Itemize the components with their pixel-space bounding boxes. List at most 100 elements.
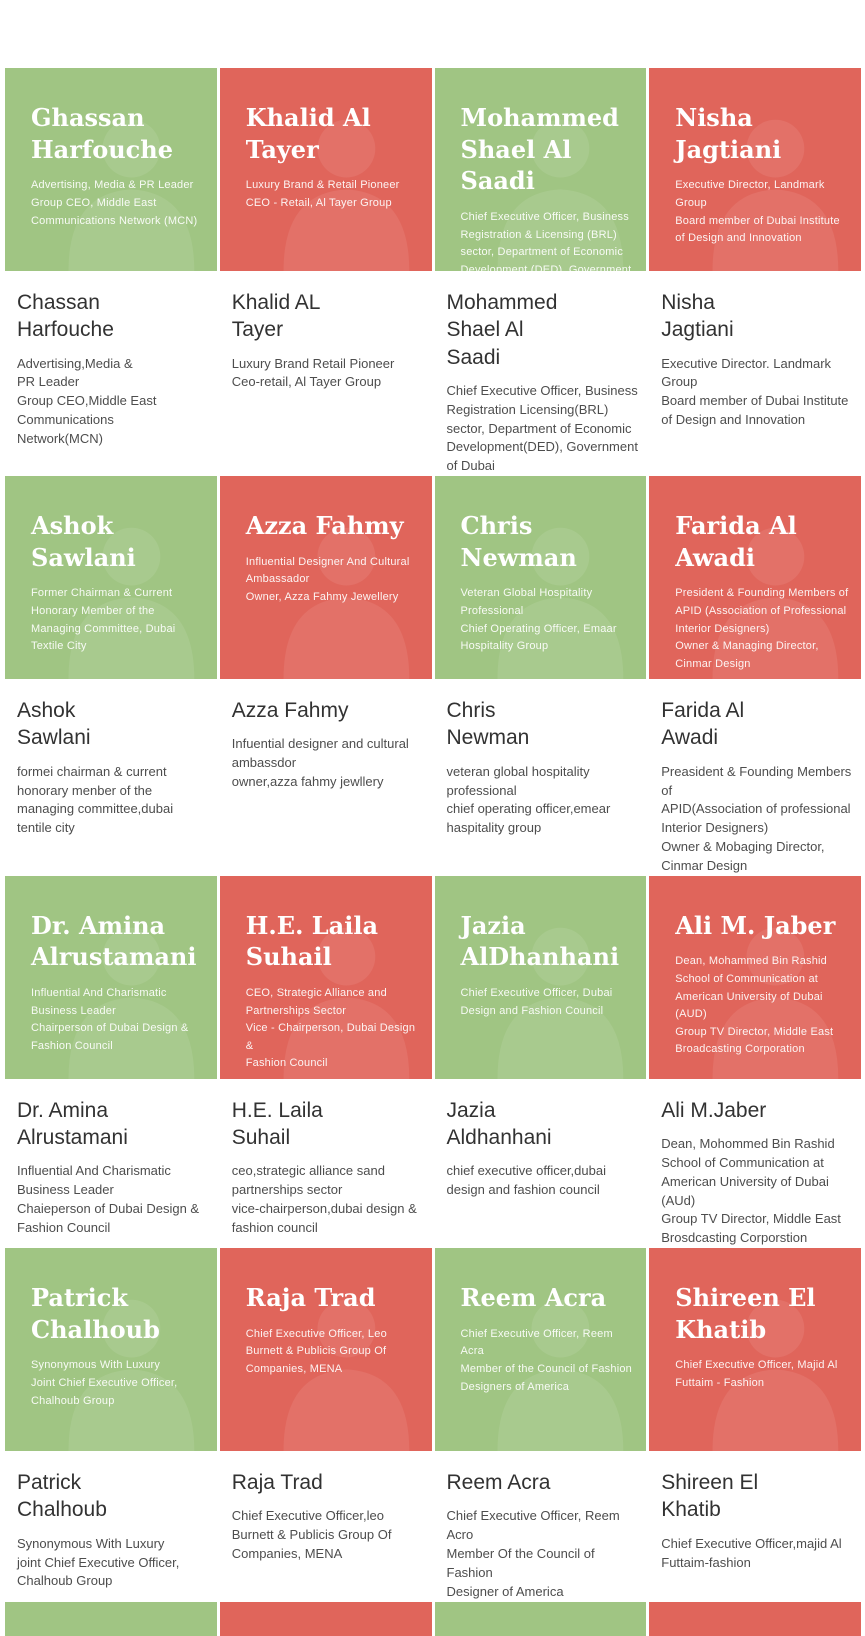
caption-name: Azza Fahmy [231,699,349,723]
profile-card-partial-2[interactable] [219,1601,432,1636]
caption-ghassan-harfouche: Chassan Harfouche Advertising,Media & PR… [5,271,217,476]
profile-card-partial-1[interactable] [5,1601,217,1636]
card-name: Farida Al Awadi [675,511,797,572]
caption-name: Chris Newman [446,699,530,750]
caption-nisha-jagtiani: Nisha Jagtiani Executive Director. Landm… [649,271,861,476]
profile-card-he-laila-suhail[interactable]: H.E. Laila Suhail CEO, Strategic Allianc… [219,875,432,1079]
profile-card-azza-fahmy[interactable]: Azza Fahmy Influential Designer And Cult… [219,476,432,680]
caption-description: chief executive officer,dubai design and… [446,1163,606,1198]
card-name: H.E. Laila Suhail [245,910,378,972]
card-role: CEO, Strategic Alliance and Partnerships… [245,987,416,1070]
profile-card-reem-acra[interactable]: Reem Acra Chief Executive Officer, Reem … [434,1248,647,1452]
caption-chris-newman: Chris Newman veteran global hospitality … [435,679,647,876]
card-role: Veteran Global Hospitality Professional … [460,587,617,653]
caption-dr-amina-alrustamani: Dr. Amina Alrustamani Influential And Ch… [5,1079,217,1248]
card-name: Chris Newman [460,511,577,572]
card-name: Ghassan Harfouche [31,103,173,164]
card-role: Dean, Mohammed Bin Rashid School of Comm… [675,955,834,1056]
profile-card-ashok-sawlani[interactable]: Ashok Sawlani Former Chairman & Current … [5,476,217,680]
card-role: Chief Executive Officer, Business Regist… [460,211,632,271]
caption-row-3: Dr. Amina Alrustamani Influential And Ch… [0,1079,865,1248]
card-name: Shireen El Khatib [675,1283,816,1344]
caption-name: Farida Al Awadi [661,699,745,750]
caption-name: Nisha Jagtiani [661,291,734,342]
profile-card-dr-amina-alrustamani[interactable]: Dr. Amina Alrustamani Influential And Ch… [5,875,217,1079]
card-role: Synonymous With Luxury Joint Chief Execu… [31,1359,178,1407]
caption-name: Raja Trad [231,1471,323,1495]
profile-card-partial-3[interactable] [434,1601,647,1636]
cards-row-4: Patrick Chalhoub Synonymous With Luxury … [0,1248,865,1452]
caption-name: Ashok Sawlani [17,699,91,750]
profile-card-ghassan-harfouche[interactable]: Ghassan Harfouche Advertising, Media & P… [5,68,217,271]
caption-azza-fahmy: Azza Fahmy Infuential designer and cultu… [220,679,432,876]
caption-name: Reem Acra [446,1471,551,1495]
profile-card-khalid-al-tayer[interactable]: Khalid Al Tayer Luxury Brand & Retail Pi… [219,68,432,271]
caption-description: Preasident & Founding Members of APID(As… [661,763,852,873]
card-role: Chief Executive Officer, Reem Acra Membe… [460,1327,632,1393]
caption-ashok-sawlani: Ashok Sawlani formei chairman & current … [5,679,217,876]
card-name: Azza Fahmy [245,511,404,541]
profile-card-jazia-aldhanhani[interactable]: Jazia AlDhanhani Chief Executive Officer… [434,875,647,1079]
card-role: Former Chairman & Current Honorary Membe… [31,587,176,653]
card-role: President & Founding Members of APID (As… [675,587,849,670]
profile-card-shireen-el-khatib[interactable]: Shireen El Khatib Chief Executive Office… [649,1248,861,1452]
card-name: Patrick Chalhoub [31,1283,160,1344]
caption-jazia-aldhanhani: Jazia Aldhanhani chief executive officer… [435,1079,647,1248]
card-role: Advertising, Media & PR Leader Group CEO… [31,179,198,227]
caption-khalid-al-tayer: Khalid AL Tayer Luxury Brand Retail Pion… [220,271,432,476]
profile-card-raja-trad[interactable]: Raja Trad Chief Executive Officer, Leo B… [219,1248,432,1452]
caption-name: Ali M.Jaber [661,1098,767,1122]
caption-description: formei chairman & current honorary menbe… [17,763,174,836]
caption-patrick-chalhoub: Patrick Chalhoub Synonymous With Luxury … [5,1451,217,1602]
caption-mohammed-shael-al-saadi: Mohammed Shael Al Saadi Chief Executive … [435,271,647,476]
caption-row-1: Chassan Harfouche Advertising,Media & PR… [0,271,865,476]
profile-card-farida-al-awadi[interactable]: Farida Al Awadi President & Founding Mem… [649,476,861,680]
card-name: Ali M. Jaber [675,910,836,940]
caption-description: Chief Executive Officer, Business Regist… [446,382,638,474]
card-name: Khalid Al Tayer [245,103,371,164]
card-name: Mohammed Shael Al Saadi [460,103,619,196]
caption-description: Chief Executive Officer, Reem Acro Membe… [446,1508,620,1599]
profile-card-ali-m-jaber[interactable]: Ali M. Jaber Dean, Mohammed Bin Rashid S… [649,875,861,1079]
caption-name: Patrick Chalhoub [17,1471,107,1522]
card-role: Luxury Brand & Retail Pioneer CEO - Reta… [245,179,400,209]
caption-row-4: Patrick Chalhoub Synonymous With Luxury … [0,1451,865,1602]
profile-card-patrick-chalhoub[interactable]: Patrick Chalhoub Synonymous With Luxury … [5,1248,217,1452]
card-name: Nisha Jagtiani [675,103,782,164]
caption-description: Executive Director. Landmark Group Board… [661,355,849,428]
caption-name: Chassan Harfouche [17,291,114,342]
card-role: Executive Director, Landmark Group Board… [675,179,840,245]
profile-card-partial-4[interactable] [649,1601,861,1636]
caption-ali-m-jaber: Ali M.Jaber Dean, Mohommed Bin Rashid Sc… [649,1079,861,1248]
caption-description: Infuential designer and cultural ambassd… [231,736,409,790]
caption-description: Advertising,Media & PR Leader Group CEO,… [17,355,157,446]
card-name: Jazia AlDhanhani [460,910,620,972]
caption-shireen-el-khatib: Shireen El Khatib Chief Executive Office… [649,1451,861,1602]
card-role: Chief Executive Officer, Dubai Design an… [460,987,613,1017]
card-role: Influential Designer And Cultural Ambass… [245,555,410,603]
caption-name: Dr. Amina Alrustamani [17,1098,128,1150]
card-role: Chief Executive Officer, Majid Al Futtai… [675,1359,838,1390]
caption-description: Luxury Brand Retail Pioneer Ceo-retail, … [231,355,395,390]
caption-description: veteran global hospitality professional … [446,763,611,836]
card-name: Reem Acra [460,1283,607,1313]
card-name: Raja Trad [245,1283,376,1313]
caption-name: H.E. Laila Suhail [231,1098,323,1150]
caption-name: Shireen El Khatib [661,1471,759,1522]
caption-description: Chief Executive Officer,leo Burnett & Pu… [231,1508,392,1562]
cards-row-5-partial [0,1601,865,1636]
caption-reem-acra: Reem Acra Chief Executive Officer, Reem … [435,1451,647,1602]
caption-name: Mohammed Shael Al Saadi [446,291,558,369]
caption-row-2: Ashok Sawlani formei chairman & current … [0,679,865,876]
profile-card-chris-newman[interactable]: Chris Newman Veteran Global Hospitality … [434,476,647,680]
caption-description: ceo,strategic alliance sand partnerships… [231,1163,417,1235]
caption-farida-al-awadi: Farida Al Awadi Preasident & Founding Me… [649,679,861,876]
card-role: Influential And Charismatic Business Lea… [31,987,189,1052]
profile-card-mohammed-shael-al-saadi[interactable]: Mohammed Shael Al Saadi Chief Executive … [434,68,647,271]
cards-row-2: Ashok Sawlani Former Chairman & Current … [0,476,865,680]
profile-card-nisha-jagtiani[interactable]: Nisha Jagtiani Executive Director, Landm… [649,68,861,271]
cards-row-3: Dr. Amina Alrustamani Influential And Ch… [0,875,865,1079]
card-name: Dr. Amina Alrustamani [31,910,197,972]
caption-he-laila-suhail: H.E. Laila Suhail ceo,strategic alliance… [220,1079,432,1248]
